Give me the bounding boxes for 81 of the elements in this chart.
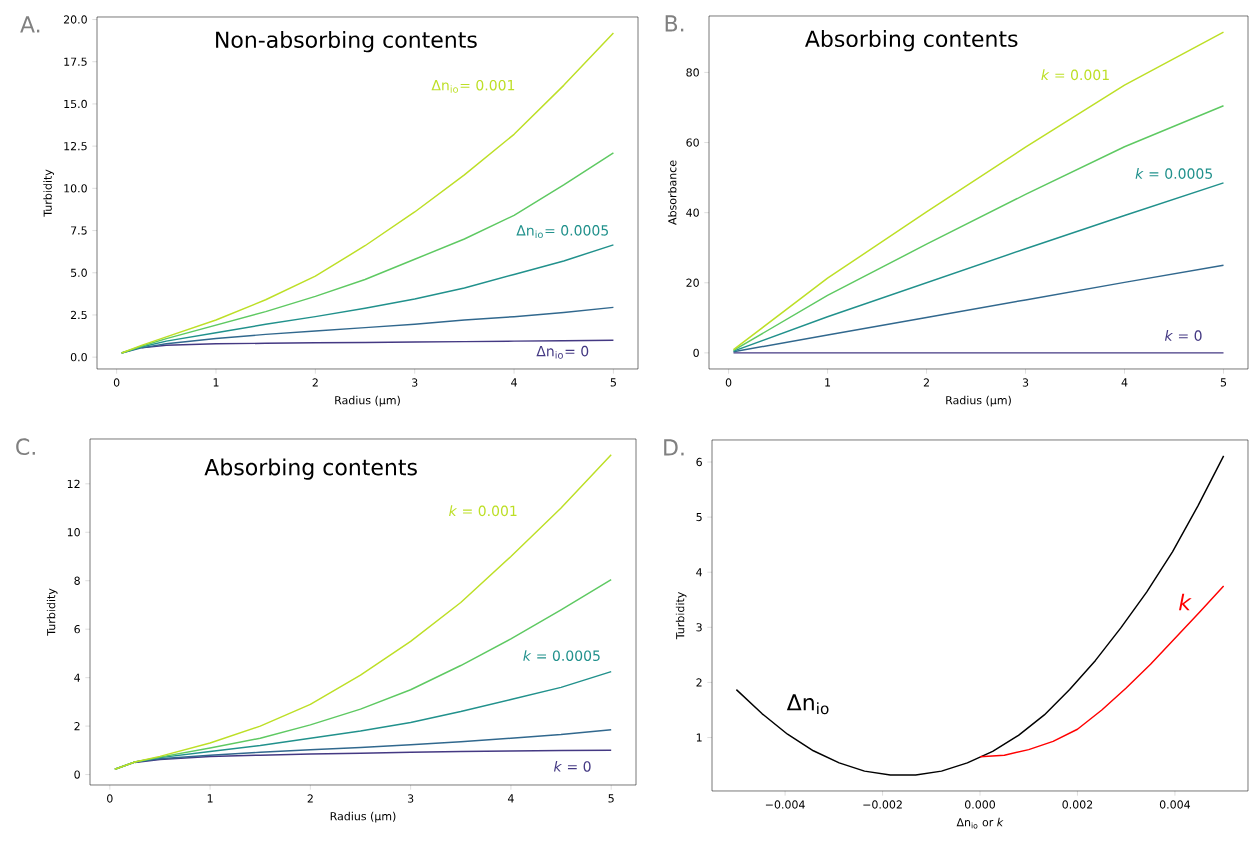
text: Absorbing contents (204, 458, 417, 480)
x-tick-label: 0 (113, 378, 120, 387)
x-tick-label: −0.004 (765, 800, 805, 809)
y-tick-label: 12.5 (64, 141, 87, 151)
line-series (735, 455, 1225, 776)
y-tick-label: 60 (686, 138, 699, 147)
y-tick-label: 5 (696, 513, 702, 522)
y-tick-label: 80 (686, 68, 699, 77)
series-label: Δn$_{io}$= 0.0005 (516, 225, 608, 239)
text: A. (20, 16, 40, 33)
text: B. (665, 15, 684, 32)
text: Non-absorbing contents (216, 30, 477, 53)
y-axis-title: Turbidity (675, 592, 687, 640)
y-tick-label: 5.0 (70, 268, 87, 277)
x-tick-label: 4 (511, 378, 517, 387)
y-tick-label: 15.0 (64, 99, 87, 109)
x-tick-label: 5 (610, 378, 616, 387)
y-tick-label: 6 (696, 457, 702, 467)
y-tick-label: 0 (74, 770, 80, 779)
line-series (114, 453, 612, 770)
series-label: Δn$_{io}$ (786, 694, 829, 715)
y-tick-label: 0 (693, 348, 699, 358)
text: Absorbing contents (805, 30, 1018, 52)
x-tick-label: 0 (107, 794, 113, 803)
y-tick-label: 17.5 (64, 57, 87, 66)
x-tick-label: 5 (1220, 378, 1227, 387)
y-tick-label: 1 (696, 733, 702, 742)
y-tick-label: 10 (67, 528, 80, 537)
x-tick-label: 3 (407, 794, 414, 803)
x-axis-title: Radius (μm) (330, 811, 396, 823)
y-tick-label: 6 (74, 625, 80, 634)
y-tick-label: 4 (74, 673, 81, 682)
x-tick-label: 2 (923, 378, 929, 387)
series-label: k = 0 (553, 760, 591, 772)
series-label: k = 0.001 (449, 505, 517, 517)
y-tick-label: 10.0 (64, 184, 87, 193)
y-tick-label: 8 (74, 576, 80, 585)
y-tick-label: 3 (696, 623, 702, 632)
y-tick-label: 2 (696, 678, 702, 687)
line-series (732, 31, 1225, 351)
line-series (732, 104, 1225, 352)
x-tick-label: 0.000 (964, 800, 996, 809)
x-tick-label: −0.002 (863, 800, 902, 809)
series-label: k (1179, 593, 1192, 611)
y-axis-title: Turbidity (46, 588, 58, 636)
text: C. (16, 438, 35, 456)
y-tick-label: 7.5 (71, 226, 87, 235)
y-tick-label: 0.0 (70, 353, 87, 362)
y-axis-title: Absorbance (667, 160, 677, 225)
x-tick-label: 1 (213, 378, 219, 387)
x-axis-title: Δn$_{io}$ or k (956, 817, 1004, 829)
text: Δn$_{io}$= 0.001 (431, 79, 515, 93)
y-tick-label: 20.0 (63, 15, 87, 24)
line-series (732, 264, 1225, 353)
x-tick-label: 1 (207, 794, 213, 803)
y-tick-label: 4 (696, 568, 703, 577)
x-tick-label: 0.002 (1062, 800, 1093, 809)
series-label: k = 0.0005 (1135, 168, 1213, 179)
series-label: k = 0 (1164, 330, 1202, 341)
x-tick-label: 0.004 (1159, 800, 1191, 809)
series-label: Δn$_{io}$= 0 (536, 345, 589, 359)
x-axis-title: Radius (μm) (335, 395, 400, 407)
y-axis-title: Turbidity (43, 169, 54, 217)
series-label: k = 0.001 (1041, 69, 1109, 81)
x-tick-label: 2 (307, 794, 313, 803)
x-tick-label: 4 (1121, 378, 1128, 387)
x-tick-label: 3 (1022, 378, 1029, 387)
y-tick-label: 2 (74, 722, 80, 731)
x-tick-label: 0 (725, 378, 732, 387)
x-tick-label: 2 (312, 378, 318, 387)
y-tick-label: 2.5 (70, 310, 87, 320)
x-tick-label: 5 (608, 794, 614, 803)
x-tick-label: 3 (412, 378, 418, 387)
y-tick-label: 12 (67, 479, 80, 488)
series-label: k = 0.0005 (523, 650, 600, 661)
x-tick-label: 1 (825, 378, 831, 387)
y-tick-label: 40 (686, 208, 699, 217)
x-axis-title: Radius (μm) (946, 395, 1011, 407)
y-tick-label: 20 (686, 278, 699, 287)
text: D. (664, 439, 684, 456)
x-tick-label: 4 (507, 794, 514, 803)
